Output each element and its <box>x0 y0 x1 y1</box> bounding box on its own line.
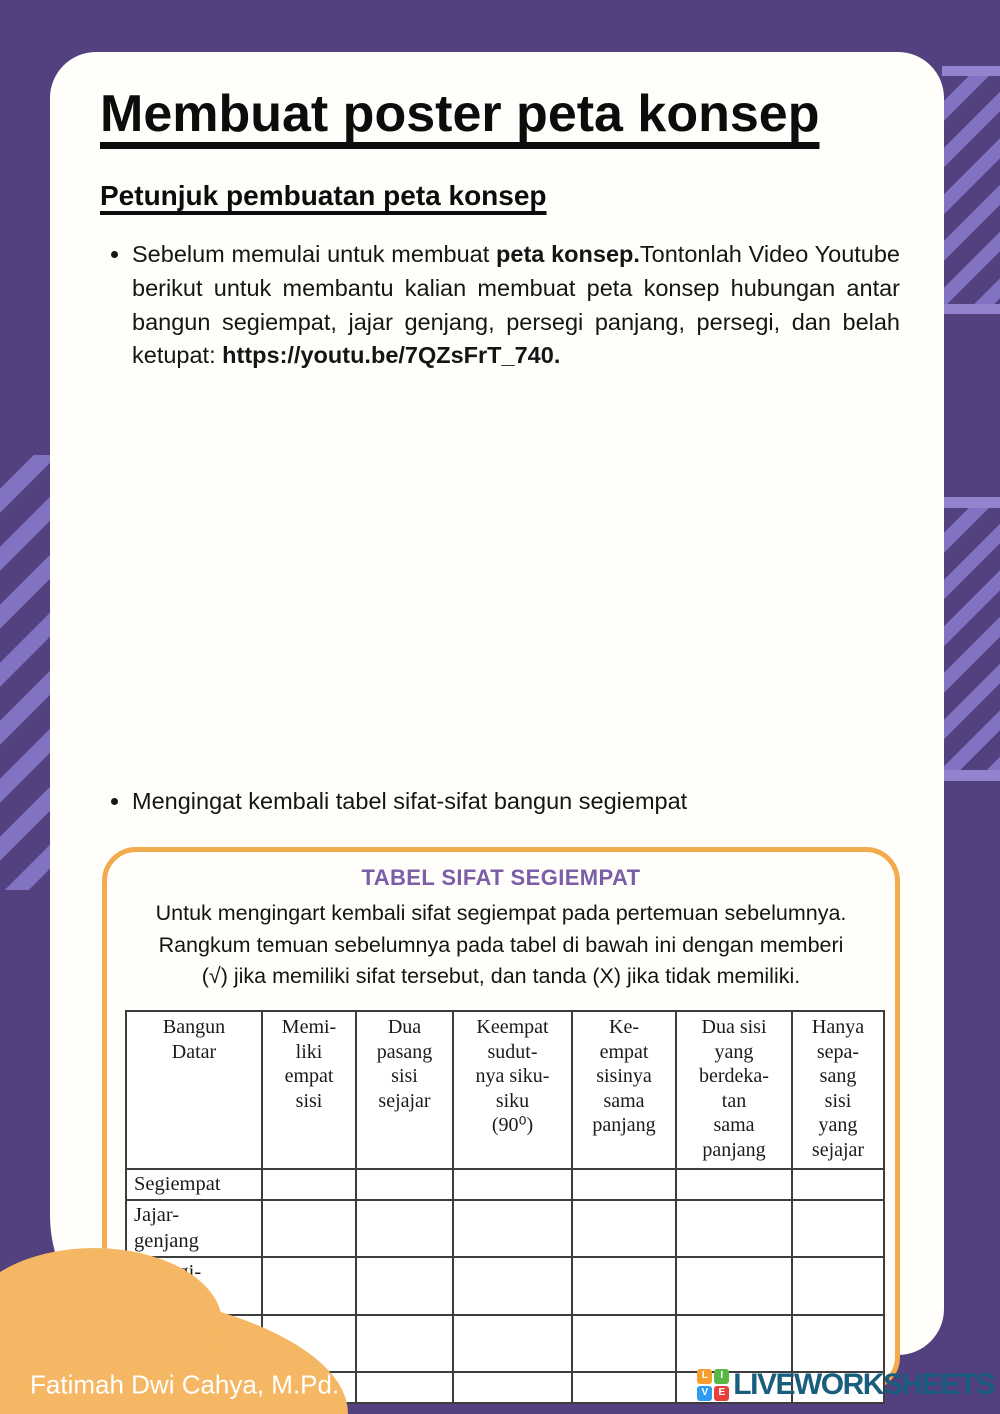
row-label-segiempat: Segiempat <box>125 1167 263 1201</box>
answer-cell[interactable] <box>452 1313 573 1374</box>
answer-cell[interactable] <box>261 1256 357 1316</box>
answer-cell[interactable] <box>571 1256 677 1316</box>
answer-cell[interactable] <box>261 1167 357 1201</box>
col-header-bangun-datar: Bangun Datar <box>125 1009 263 1170</box>
answer-cell[interactable] <box>355 1167 454 1201</box>
video-step-bold-term: peta konsep. <box>496 241 640 267</box>
liveworksheets-logo: L I V E LIVEWORKSHEETS <box>697 1367 995 1402</box>
logo-square-e: E <box>714 1385 730 1401</box>
youtube-link-text: https://youtu.be/7QZsFrT_740. <box>222 342 561 369</box>
col-header-sepasang-sisi-sejajar: Hanya sepa- sang sisi yang sejajar <box>791 1009 885 1170</box>
answer-cell[interactable] <box>791 1167 885 1201</box>
table-box-heading: TABEL SIFAT SEGIEMPAT <box>361 865 641 891</box>
answer-cell[interactable] <box>675 1313 793 1374</box>
answer-cell[interactable] <box>452 1256 573 1316</box>
logo-square-l: L <box>697 1368 713 1384</box>
section-subtitle: Petunjuk pembuatan peta konsep <box>100 180 547 211</box>
answer-cell[interactable] <box>791 1256 885 1316</box>
table-row: Segiempat <box>125 1167 885 1201</box>
answer-cell[interactable] <box>571 1313 677 1374</box>
brand-name: LIVEWORKSHEETS <box>733 1367 995 1401</box>
answer-cell[interactable] <box>675 1198 793 1259</box>
logo-square-v: V <box>697 1385 713 1401</box>
page-number: 2 <box>507 1369 523 1399</box>
answer-cell[interactable] <box>452 1167 573 1201</box>
answer-cell[interactable] <box>571 1198 677 1259</box>
liveworksheets-icon: L I V E <box>697 1368 730 1401</box>
answer-cell[interactable] <box>355 1371 454 1405</box>
answer-cell[interactable] <box>452 1371 573 1405</box>
instruction-recall-step: Mengingat kembali tabel sifat-sifat bang… <box>132 785 900 818</box>
right-middle-diagonal-stripes-decoration <box>942 497 1000 781</box>
table-info-box: TABEL SIFAT SEGIEMPAT Untuk mengingart k… <box>102 847 900 1405</box>
answer-cell[interactable] <box>791 1198 885 1259</box>
col-header-keempat-sisi-sama-panjang: Ke- empat sisinya sama panjang <box>571 1009 677 1170</box>
table-box-description: Untuk mengingart kembali sifat segiempat… <box>155 901 847 989</box>
answer-cell[interactable] <box>571 1167 677 1201</box>
footer-bar: Fatimah Dwi Cahya, M.Pd. 2 L I V E LIVEW… <box>0 1355 1000 1414</box>
left-diagonal-stripes-decoration <box>0 455 50 890</box>
right-top-diagonal-stripes-decoration <box>942 66 1000 314</box>
answer-cell[interactable] <box>675 1167 793 1201</box>
col-header-dua-sisi-berdekatan-sama-panjang: Dua sisi yang berdeka- tan sama panjang <box>675 1009 793 1170</box>
answer-cell[interactable] <box>452 1198 573 1259</box>
answer-cell[interactable] <box>355 1198 454 1259</box>
table-row: Jajar- genjang <box>125 1198 885 1259</box>
logo-square-i: I <box>714 1368 730 1384</box>
table-header-row: Bangun Datar Memi- liki empat sisi Dua p… <box>125 1009 885 1170</box>
answer-cell[interactable] <box>355 1256 454 1316</box>
page-title: Membuat poster peta konsep <box>100 85 820 143</box>
video-step-text: Sebelum memulai untuk membuat <box>132 241 497 267</box>
answer-cell[interactable] <box>571 1371 677 1405</box>
video-step-text-2: Tontonlah Video Youtube berikut untuk me… <box>132 241 901 369</box>
answer-cell[interactable] <box>675 1256 793 1316</box>
answer-cell[interactable] <box>791 1313 885 1374</box>
row-label-jajar-genjang: Jajar- genjang <box>125 1198 263 1259</box>
col-header-sudut-siku-siku: Keempat sudut- nya siku- siku (90⁰) <box>452 1009 573 1170</box>
worksheet-page-card: Membuat poster peta konsep Petunjuk pemb… <box>50 52 944 1405</box>
instruction-list: Sebelum memulai untuk membuat peta konse… <box>100 238 900 818</box>
table-row: Persegi <box>125 1371 885 1405</box>
answer-cell[interactable] <box>261 1198 357 1259</box>
answer-cell[interactable] <box>675 1371 793 1405</box>
author-name: Fatimah Dwi Cahya, M.Pd. <box>30 1369 340 1399</box>
instruction-video-step: Sebelum memulai untuk membuat peta konse… <box>132 238 900 373</box>
table-row: Persegi- panjang <box>125 1256 885 1316</box>
col-header-memiliki-empat-sisi: Memi- liki empat sisi <box>261 1009 357 1170</box>
answer-cell[interactable] <box>791 1371 885 1405</box>
col-header-dua-pasang-sisi-sejajar: Dua pasang sisi sejajar <box>355 1009 454 1170</box>
answer-cell[interactable] <box>355 1313 454 1374</box>
